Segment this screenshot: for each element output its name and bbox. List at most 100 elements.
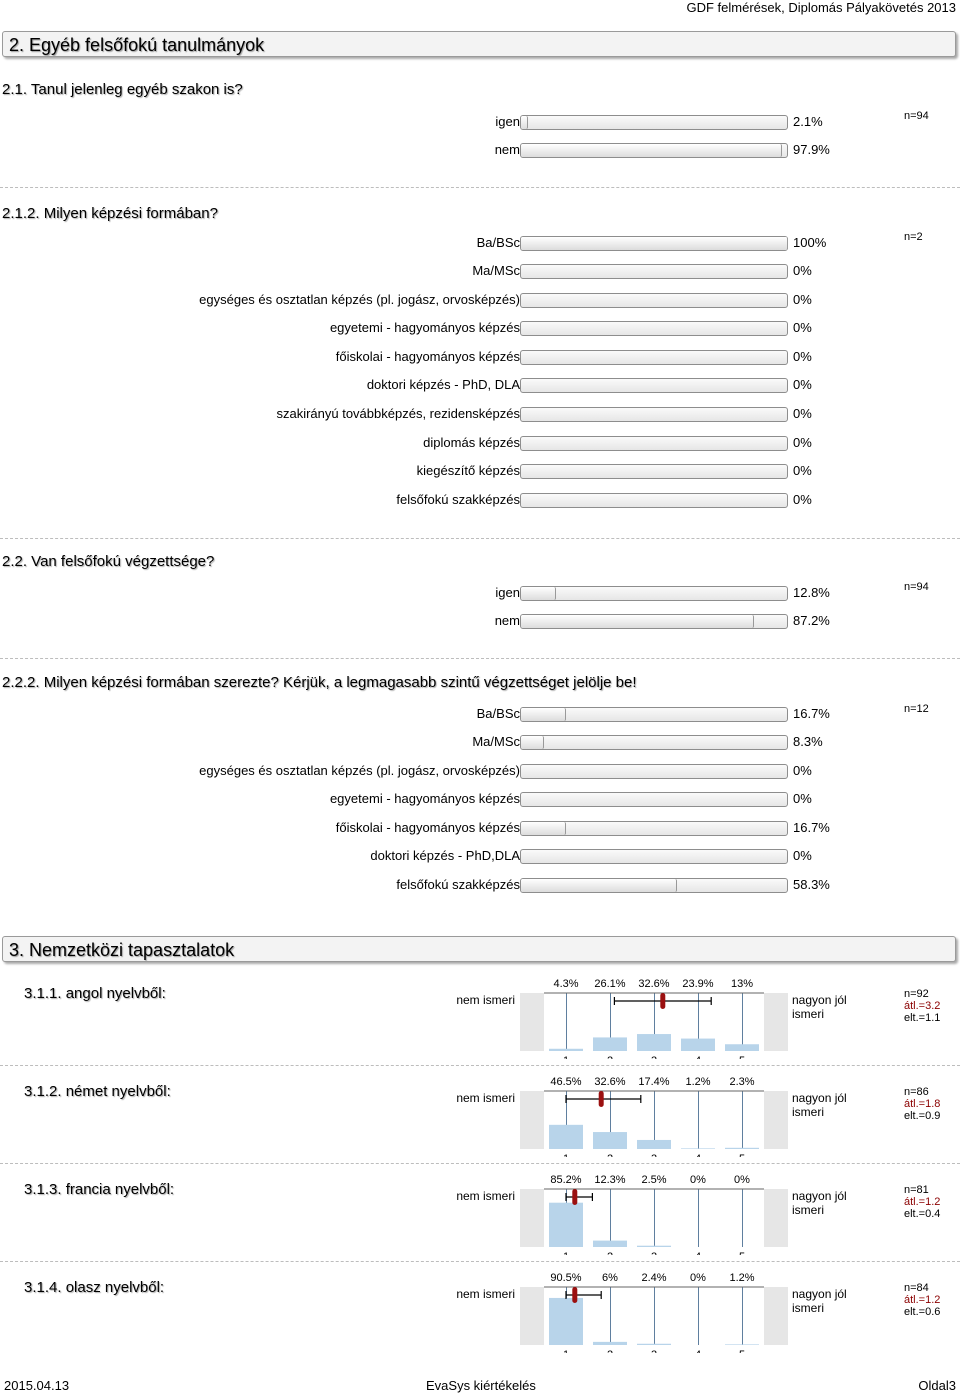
percent-label: 17.4% — [638, 1076, 669, 1088]
left-anchor-label: nem ismeri — [456, 1287, 515, 1301]
scale-label: 1 — [563, 1055, 569, 1059]
mean-value: átl.=1.2 — [904, 1294, 941, 1306]
statistics: n=92 átl.=3.2 elt.=1.1 — [904, 988, 940, 1024]
scale-label: 2 — [607, 1153, 613, 1157]
histogram-chart: 85.2% 1 12.3% 2 2.5% 3 0% 4 0% 5 — [520, 1174, 788, 1255]
answer-percent: 2.1% — [793, 114, 823, 129]
percent-label: 2.5% — [641, 1174, 666, 1186]
scale-label: 3 — [651, 1055, 657, 1059]
answer-bar — [520, 143, 788, 158]
percent-label: 26.1% — [594, 978, 625, 990]
right-anchor-label: nagyon jól ismeri — [792, 993, 847, 1021]
answer-bar — [520, 464, 788, 479]
answer-bar — [520, 264, 788, 279]
answer-label: Ma/MSc — [472, 263, 520, 278]
answer-bar — [520, 849, 788, 864]
answer-label: egyetemi - hagyományos képzés — [329, 791, 520, 806]
scale-label: 5 — [739, 1055, 745, 1059]
scale-label: 3 — [651, 1153, 657, 1157]
question-title: 2.2.2. Milyen képzési formában szerezte?… — [2, 674, 637, 691]
histogram-bar — [549, 1048, 583, 1051]
answer-bar-fill — [521, 587, 557, 600]
scale-label: 1 — [563, 1153, 569, 1157]
deviation-value: elt.=0.9 — [904, 1110, 941, 1122]
section-title: 2. Egyéb felsőfokú tanulmányok — [2, 31, 956, 57]
section-title: 3. Nemzetközi tapasztalatok — [2, 936, 956, 962]
answer-label: főiskolai - hagyományos képzés — [335, 820, 520, 835]
deviation-value: elt.=0.6 — [904, 1306, 941, 1318]
separator — [0, 1163, 960, 1164]
separator — [0, 658, 960, 659]
answer-bar — [520, 707, 788, 722]
percent-label: 90.5% — [550, 1272, 581, 1284]
question-title: 2.2. Van felsőfokú végzettsége? — [2, 553, 215, 570]
percent-label: 23.9% — [682, 978, 713, 990]
answer-bar — [520, 764, 788, 779]
percent-label: 46.5% — [550, 1076, 581, 1088]
answer-bar — [520, 436, 788, 451]
scale-label: 2 — [607, 1349, 613, 1353]
histogram-bar — [725, 1044, 759, 1051]
answer-label: egyetemi - hagyományos képzés — [329, 320, 520, 335]
separator — [0, 1065, 960, 1066]
histogram-bar — [681, 1148, 715, 1149]
sample-size: n=94 — [904, 581, 929, 593]
scale-label: 2 — [607, 1055, 613, 1059]
sample-size: n=2 — [904, 231, 923, 243]
answer-bar — [520, 378, 788, 393]
answer-label: igen — [495, 585, 520, 600]
answer-label: egységes és osztatlan képzés (pl. jogász… — [199, 763, 520, 778]
histogram-chart: 90.5% 1 6% 2 2.4% 3 0% 4 1.2% 5 — [520, 1272, 788, 1353]
answer-bar — [520, 115, 788, 130]
answer-percent: 0% — [793, 377, 812, 392]
deviation-value: elt.=1.1 — [904, 1012, 941, 1024]
answer-label: egységes és osztatlan képzés (pl. jogász… — [199, 292, 520, 307]
answer-percent: 0% — [793, 406, 812, 421]
scale-label: 4 — [695, 1055, 701, 1059]
scale-label: 4 — [695, 1349, 701, 1353]
left-anchor-label: nem ismeri — [456, 1091, 515, 1105]
percent-label: 85.2% — [550, 1174, 581, 1186]
scale-label: 1 — [563, 1349, 569, 1353]
sample-size: n=84 — [904, 1282, 929, 1294]
sample-size: n=81 — [904, 1184, 929, 1196]
histogram-bar — [549, 1202, 583, 1247]
sample-size: n=12 — [904, 703, 929, 715]
histogram-chart: 46.5% 1 32.6% 2 17.4% 3 1.2% 4 2.3% 5 — [520, 1076, 788, 1157]
percent-label: 2.3% — [729, 1076, 754, 1088]
answer-percent: 0% — [793, 435, 812, 450]
separator — [0, 538, 960, 539]
answer-label: felsőfokú szakképzés — [396, 877, 520, 892]
answer-bar — [520, 735, 788, 750]
answer-label: felsőfokú szakképzés — [396, 492, 520, 507]
mean-marker — [598, 1091, 604, 1107]
answer-label: doktori képzés - PhD,DLA — [370, 848, 520, 863]
percent-label: 13% — [731, 978, 753, 990]
answer-label: főiskolai - hagyományos képzés — [335, 349, 520, 364]
answer-bar-fill — [521, 822, 567, 835]
answer-percent: 0% — [793, 263, 812, 278]
histogram-bar — [725, 1147, 759, 1149]
answer-label: Ma/MSc — [472, 734, 520, 749]
statistics: n=81 átl.=1.2 elt.=0.4 — [904, 1184, 940, 1220]
right-anchor-label: nagyon jól ismeri — [792, 1091, 847, 1119]
histogram-bar — [637, 1034, 671, 1051]
percent-label: 1.2% — [729, 1272, 754, 1284]
answer-percent: 0% — [793, 463, 812, 478]
mean-marker — [660, 993, 666, 1009]
answer-bar — [520, 293, 788, 308]
percent-label: 2.4% — [641, 1272, 666, 1284]
percent-label: 32.6% — [638, 978, 669, 990]
deviation-value: elt.=0.4 — [904, 1208, 941, 1220]
language-question-title: 3.1.4. olasz nyelvből: — [24, 1279, 165, 1296]
right-anchor-label: nagyon jól ismeri — [792, 1189, 847, 1217]
histogram-bar — [637, 1139, 671, 1149]
scale-label: 4 — [695, 1251, 701, 1255]
right-anchor-label: nagyon jól ismeri — [792, 1287, 847, 1315]
language-question-title: 3.1.3. francia nyelvből: — [24, 1181, 175, 1198]
answer-bar — [520, 350, 788, 365]
percent-label: 12.3% — [594, 1174, 625, 1186]
answer-percent: 0% — [793, 349, 812, 364]
answer-bar — [520, 614, 788, 629]
footer-page: Oldal3 — [918, 1378, 956, 1393]
